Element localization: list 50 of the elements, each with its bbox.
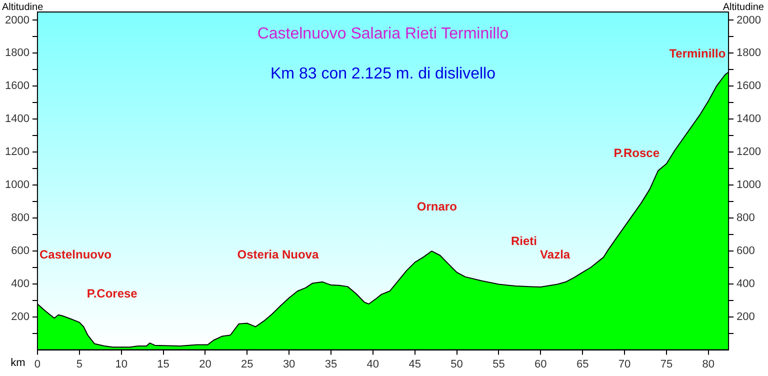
- y-tick-label: 1400: [4, 113, 30, 126]
- x-tick-label: 0: [34, 358, 41, 370]
- x-tick-label: 15: [157, 358, 170, 370]
- annotation: Osteria Nuova: [237, 248, 319, 262]
- y-axis-title: Altitudine: [2, 2, 44, 13]
- annotation: Rieti: [510, 234, 537, 248]
- x-tick-label: 35: [324, 358, 338, 370]
- text: Castelnuovo Salaria Rieti Terminillo: [257, 25, 509, 42]
- x-tick-label: 40: [366, 358, 380, 370]
- y-tick-label: 600: [11, 244, 30, 257]
- annotation: Ornaro: [416, 200, 457, 214]
- x-tick-label: 50: [450, 358, 463, 370]
- x-axis-title: km: [10, 356, 26, 369]
- y-tick-label: 200: [11, 310, 30, 323]
- y-tick-label: 400: [11, 278, 30, 290]
- y2-tick-label: 1200: [736, 146, 762, 158]
- x-tick-label: 75: [660, 358, 673, 370]
- x-tick-label: 55: [492, 358, 505, 370]
- x-tick-label: 10: [115, 358, 128, 370]
- y2-tick-label: 1400: [736, 113, 762, 126]
- x-tick-label: 70: [618, 358, 631, 370]
- x-tick-label: 25: [241, 358, 254, 370]
- y2-tick-label: 600: [736, 244, 755, 257]
- annotation: Terminillo: [669, 46, 726, 61]
- y2-tick-label: 400: [736, 278, 755, 290]
- y2-tick-label: 1600: [736, 80, 762, 92]
- text: Km 83 con 2.125 m. di dislivello: [270, 65, 496, 82]
- x-tick-label: 80: [702, 358, 715, 370]
- annotation: Castelnuovo: [39, 248, 112, 262]
- y-tick-label: 1200: [4, 146, 30, 158]
- annotation: Vazla: [540, 248, 570, 262]
- x-tick-label: 30: [282, 358, 296, 370]
- y2-tick-label: 2000: [736, 14, 762, 26]
- y2-tick-label: 800: [736, 212, 755, 224]
- x-tick-label: 45: [408, 358, 421, 370]
- annotation: P.Corese: [86, 286, 138, 300]
- y2-tick-label: 1000: [736, 179, 762, 192]
- y-tick-label: 1800: [4, 47, 30, 60]
- x-tick-label: 60: [534, 358, 547, 370]
- y-tick-label: 1600: [4, 80, 30, 92]
- x-tick-label: 5: [76, 358, 82, 370]
- y-tick-label: 1000: [4, 179, 30, 192]
- x-tick-label: 20: [199, 358, 212, 370]
- y2-tick-label: 200: [736, 310, 755, 323]
- y2-tick-label: 1800: [736, 47, 762, 60]
- y-tick-label: 2000: [4, 14, 30, 26]
- x-tick-label: 65: [576, 358, 589, 370]
- y-tick-label: 800: [11, 212, 30, 224]
- annotation: P.Rosce: [614, 146, 660, 160]
- y2-axis-title: Altitudine: [722, 2, 764, 13]
